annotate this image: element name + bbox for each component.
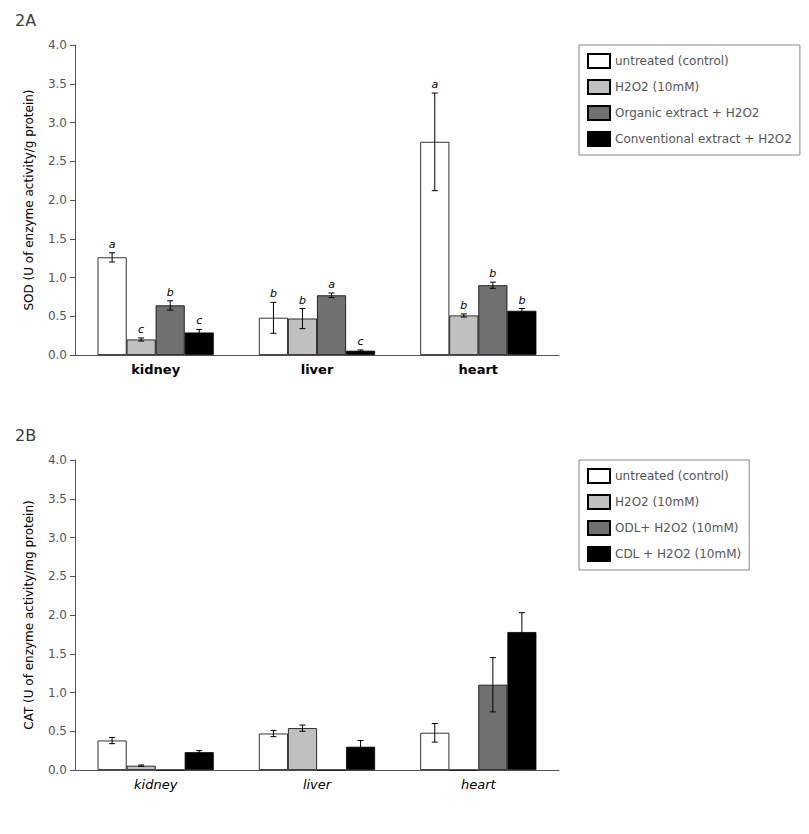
- svg-text:c: c: [358, 335, 364, 348]
- svg-text:H2O2 (10mM): H2O2 (10mM): [615, 495, 699, 509]
- svg-text:3.0: 3.0: [48, 531, 67, 545]
- svg-text:0.0: 0.0: [48, 348, 67, 362]
- svg-text:liver: liver: [301, 362, 334, 377]
- svg-text:1.5: 1.5: [48, 232, 67, 246]
- svg-text:CDL + H2O2 (10mM): CDL + H2O2 (10mM): [615, 547, 741, 561]
- svg-text:kidney: kidney: [134, 777, 178, 792]
- svg-text:0.0: 0.0: [48, 763, 67, 777]
- svg-text:CAT (U of enzyme activity/mg p: CAT (U of enzyme activity/mg protein): [22, 500, 36, 729]
- svg-text:a: a: [109, 238, 116, 251]
- svg-text:Conventional extract + H2O2: Conventional extract + H2O2: [615, 132, 792, 146]
- svg-text:b: b: [460, 299, 467, 312]
- svg-text:c: c: [196, 314, 202, 327]
- svg-text:a: a: [328, 278, 335, 291]
- svg-text:1.5: 1.5: [48, 647, 67, 661]
- svg-text:2B: 2B: [15, 426, 36, 445]
- svg-text:0.5: 0.5: [48, 724, 67, 738]
- svg-text:2.0: 2.0: [48, 193, 67, 207]
- svg-text:SOD (U of enzyme activity/g pr: SOD (U of enzyme activity/g protein): [22, 89, 36, 310]
- svg-text:4.0: 4.0: [48, 453, 67, 467]
- svg-text:3.0: 3.0: [48, 116, 67, 130]
- svg-text:b: b: [489, 267, 496, 280]
- svg-text:b: b: [270, 287, 277, 300]
- svg-text:untreated (control): untreated (control): [615, 54, 729, 68]
- svg-text:heart: heart: [461, 777, 497, 792]
- svg-text:0.5: 0.5: [48, 309, 67, 323]
- svg-text:liver: liver: [303, 777, 333, 792]
- svg-text:heart: heart: [459, 362, 498, 377]
- svg-text:2.0: 2.0: [48, 608, 67, 622]
- svg-text:b: b: [299, 294, 306, 307]
- svg-text:b: b: [518, 294, 525, 307]
- svg-text:a: a: [431, 78, 438, 91]
- svg-text:b: b: [167, 286, 174, 299]
- svg-text:1.0: 1.0: [48, 271, 67, 285]
- svg-text:c: c: [138, 323, 144, 336]
- svg-text:1.0: 1.0: [48, 686, 67, 700]
- svg-text:2A: 2A: [15, 11, 36, 30]
- svg-text:3.5: 3.5: [48, 492, 67, 506]
- svg-text:H2O2 (10mM): H2O2 (10mM): [615, 80, 699, 94]
- svg-text:2.5: 2.5: [48, 154, 67, 168]
- svg-text:kidney: kidney: [131, 362, 180, 377]
- svg-text:untreated (control): untreated (control): [615, 469, 729, 483]
- svg-text:ODL+ H2O2 (10mM): ODL+ H2O2 (10mM): [615, 521, 738, 535]
- svg-text:2.5: 2.5: [48, 569, 67, 583]
- svg-text:3.5: 3.5: [48, 77, 67, 91]
- svg-text:Organic extract + H2O2: Organic extract + H2O2: [615, 106, 759, 120]
- svg-text:4.0: 4.0: [48, 38, 67, 52]
